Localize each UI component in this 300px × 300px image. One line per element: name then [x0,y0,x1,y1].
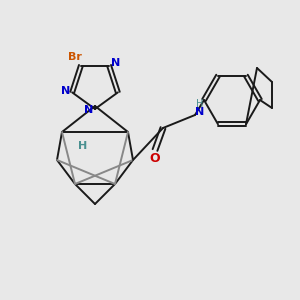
Text: O: O [150,152,160,166]
Text: H: H [196,99,204,109]
Text: H: H [78,141,88,151]
Text: N: N [112,58,121,68]
Text: N: N [195,107,205,117]
Text: N: N [84,105,94,115]
Text: N: N [61,86,70,96]
Text: Br: Br [68,52,82,61]
